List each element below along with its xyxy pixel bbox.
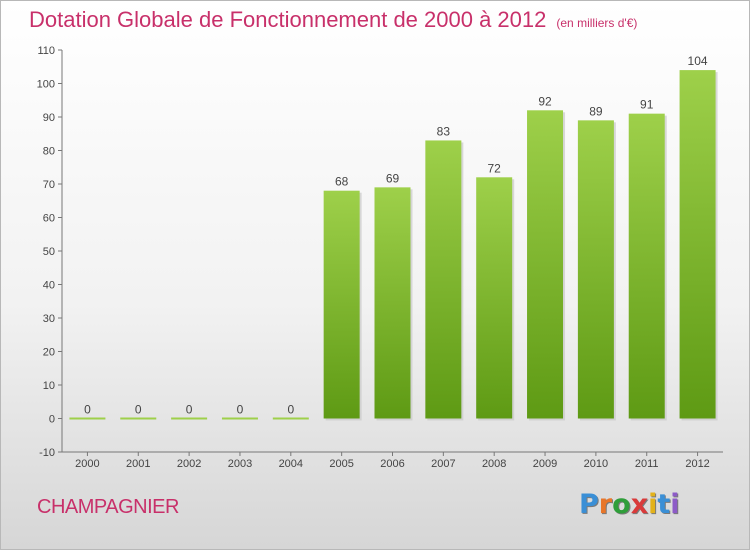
bar-value-label: 68: [335, 175, 349, 189]
x-tick-label: 2002: [177, 458, 201, 470]
bar-value-label: 69: [386, 171, 400, 185]
x-tick-label: 2012: [685, 458, 709, 470]
y-tick-label: 50: [43, 246, 55, 258]
y-tick-label: 110: [37, 45, 55, 57]
y-tick-label: 60: [43, 213, 55, 225]
x-tick-label: 2000: [75, 458, 99, 470]
bar-value-label: 0: [287, 403, 294, 417]
y-tick-label: -10: [39, 447, 55, 459]
place-name: CHAMPAGNIER: [37, 496, 179, 518]
bar: [628, 113, 665, 419]
x-tick-label: 2009: [533, 458, 557, 470]
y-tick-label: 0: [49, 414, 55, 426]
bar: [272, 417, 309, 420]
bar: [120, 417, 157, 420]
bar-value-label: 89: [589, 104, 603, 118]
x-tick-label: 2010: [584, 458, 608, 470]
x-tick-label: 2004: [279, 458, 303, 470]
bar-value-label: 72: [488, 161, 502, 175]
logo-letter: i: [670, 489, 680, 520]
bar-value-label: 0: [186, 403, 193, 417]
y-tick-label: 80: [43, 146, 55, 158]
bar: [577, 120, 614, 419]
bar: [679, 70, 716, 419]
bar: [476, 177, 513, 419]
logo-letter: t: [657, 489, 671, 520]
bar: [374, 187, 411, 419]
bar: [425, 140, 462, 419]
y-tick-label: 10: [43, 380, 55, 392]
bar: [171, 417, 208, 420]
bar-value-label: 91: [640, 98, 654, 112]
y-tick-label: 20: [43, 347, 55, 359]
logo-letter: P: [579, 489, 599, 520]
x-tick-label: 2007: [431, 458, 455, 470]
logo-letter: i: [648, 489, 658, 520]
bar-value-label: 0: [237, 403, 244, 417]
y-tick-label: 90: [43, 112, 55, 124]
x-tick-label: 2008: [482, 458, 506, 470]
bar: [69, 417, 106, 420]
chart-subtitle: (en milliers d'€): [556, 16, 638, 30]
chart-title-text: Dotation Globale de Fonctionnement de 20…: [29, 7, 547, 32]
bar-value-label: 0: [84, 403, 91, 417]
chart-title: Dotation Globale de Fonctionnement de 20…: [29, 7, 637, 33]
x-tick-label: 2003: [228, 458, 252, 470]
y-tick-label: 70: [43, 179, 55, 191]
bar: [527, 110, 564, 419]
logo-letter: o: [612, 489, 631, 520]
bar-value-label: 92: [538, 94, 552, 108]
x-tick-label: 2001: [126, 458, 150, 470]
logo-letter: r: [598, 489, 613, 520]
bar: [323, 190, 360, 419]
proxiti-logo[interactable]: Proxiti: [579, 489, 680, 520]
bar: [221, 417, 258, 420]
bar-value-label: 0: [135, 403, 142, 417]
bar-value-label: 104: [688, 54, 708, 68]
y-tick-label: 40: [43, 280, 55, 292]
x-tick-label: 2006: [380, 458, 404, 470]
y-tick-label: 100: [37, 79, 55, 91]
x-tick-label: 2005: [329, 458, 353, 470]
x-tick-label: 2011: [635, 458, 659, 470]
y-tick-label: 30: [43, 313, 55, 325]
bar-value-label: 83: [437, 124, 451, 138]
logo-letter: x: [630, 489, 649, 520]
